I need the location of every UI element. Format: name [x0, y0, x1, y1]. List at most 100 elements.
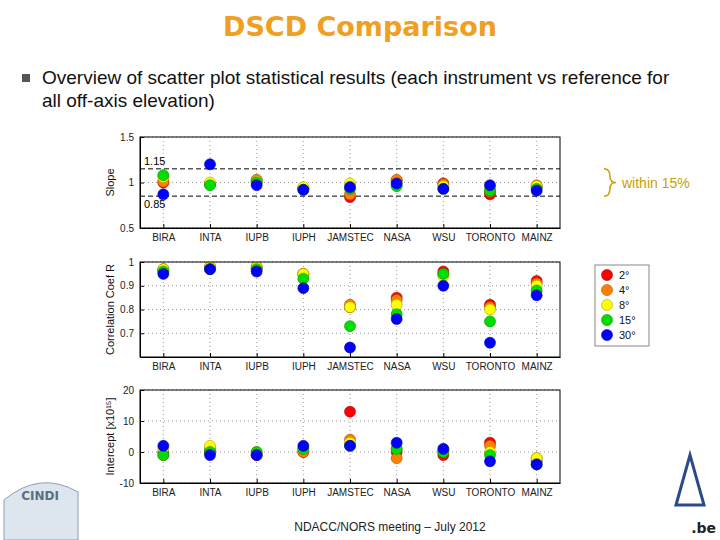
y-axis-title: Intercept [x10¹⁵]: [104, 398, 116, 476]
data-point: [531, 290, 542, 301]
data-point: [205, 450, 216, 461]
logo-text: .be: [691, 520, 716, 536]
x-tick: NASA: [384, 353, 412, 372]
y-tick-mark: [140, 390, 144, 391]
x-tick-label: JAMSTEC: [327, 487, 374, 498]
data-point: [438, 280, 449, 291]
data-point: [531, 459, 542, 470]
chart-panel: -1001020BIRAINTAIUPBIUPHJAMSTECNASAWSUTO…: [104, 385, 561, 498]
data-point: [345, 302, 356, 313]
y-tick: 0.5: [120, 223, 144, 234]
x-tick-label: TORONTO: [466, 232, 516, 243]
y-tick: 0: [128, 447, 144, 458]
x-tick-mark: [303, 224, 304, 228]
data-point: [438, 268, 449, 279]
y-tick-label: 20: [123, 385, 135, 396]
data-point: [485, 456, 496, 467]
x-tick: IUPH: [292, 224, 316, 243]
legend-marker: [602, 270, 613, 281]
x-tick: IUPB: [245, 479, 269, 498]
y-axis-title: Slope: [104, 168, 116, 196]
x-tick-mark: [443, 224, 444, 228]
grid-line-y: [140, 333, 560, 334]
grid: [140, 262, 560, 357]
y-tick: -10: [120, 478, 144, 489]
x-tick-mark: [397, 224, 398, 228]
x-axis-line: [141, 357, 561, 358]
x-tick-label: MAINZ: [522, 361, 553, 372]
data-point: [298, 283, 309, 294]
x-tick: INTA: [199, 224, 221, 243]
y-tick-label: 0.8: [120, 304, 134, 315]
x-tick-mark: [303, 479, 304, 483]
x-tick: INTA: [199, 479, 221, 498]
x-tick-label: IUPB: [245, 361, 269, 372]
x-tick-mark: [537, 353, 538, 357]
x-tick: WSU: [432, 479, 455, 498]
data-point: [345, 440, 356, 451]
x-tick-label: JAMSTEC: [327, 232, 374, 243]
y-tick-label: 1.5: [120, 132, 134, 143]
data-point: [251, 266, 262, 277]
y-tick-label: 1: [128, 257, 134, 268]
annotation-brace: [604, 169, 616, 196]
data-point: [531, 459, 542, 470]
x-tick-mark: [163, 224, 164, 228]
y-tick-mark: [140, 137, 144, 138]
data-point: [251, 180, 262, 191]
plot-area: [140, 262, 560, 357]
grid-line-x: [303, 390, 304, 483]
legend-label: 15°: [619, 314, 636, 326]
x-tick-mark: [350, 353, 351, 357]
logo-left: CINDI: [4, 483, 78, 540]
legend-label: 2°: [619, 269, 630, 281]
x-tick: BIRA: [152, 353, 176, 372]
data-point: [438, 183, 449, 194]
plot-area: [140, 137, 560, 228]
legend-marker: [602, 330, 613, 341]
x-tick-mark: [257, 353, 258, 357]
x-tick-label: IUPB: [245, 487, 269, 498]
x-tick: NASA: [384, 224, 412, 243]
y-tick-mark: [140, 310, 144, 311]
x-tick-mark: [490, 479, 491, 483]
x-axis: BIRAINTAIUPBIUPHJAMSTECNASAWSUTORONTOMAI…: [141, 479, 561, 498]
data-point: [485, 316, 496, 327]
x-tick: IUPB: [245, 224, 269, 243]
legend: 2°4°8°15°30°: [595, 265, 649, 346]
x-tick-mark: [397, 353, 398, 357]
x-tick-label: IUPH: [292, 361, 316, 372]
x-tick-label: NASA: [384, 487, 412, 498]
y-tick-mark: [140, 262, 144, 263]
y-tick: 10: [123, 416, 144, 427]
y-tick: 1.5: [120, 132, 144, 143]
y-tick-mark: [140, 452, 144, 453]
data-point: [298, 184, 309, 195]
x-tick-mark: [257, 224, 258, 228]
y-tick-label: 10: [123, 416, 135, 427]
x-tick: WSU: [432, 353, 455, 372]
legend-marker: [602, 315, 613, 326]
x-tick-mark: [490, 353, 491, 357]
x-tick-mark: [537, 479, 538, 483]
x-tick: MAINZ: [522, 353, 553, 372]
x-tick-label: IUPH: [292, 487, 316, 498]
x-tick-label: IUPH: [292, 232, 316, 243]
points: [158, 262, 542, 353]
points: [158, 159, 542, 203]
y-axis: -10 0 10 20: [120, 385, 144, 489]
x-tick-mark: [303, 353, 304, 357]
y-tick-label: 0: [128, 447, 134, 458]
x-tick-label: BIRA: [152, 232, 176, 243]
data-point: [158, 170, 169, 181]
logo-shape: [4, 483, 78, 540]
x-tick-mark: [257, 479, 258, 483]
x-tick: TORONTO: [466, 224, 516, 243]
x-tick-label: MAINZ: [522, 487, 553, 498]
data-point: [391, 437, 402, 448]
data-point: [485, 337, 496, 348]
logo-text: CINDI: [21, 489, 59, 503]
footer: NDACC/NORS meeting – July 2012: [294, 520, 486, 534]
data-point: [158, 268, 169, 279]
background: [0, 0, 720, 540]
